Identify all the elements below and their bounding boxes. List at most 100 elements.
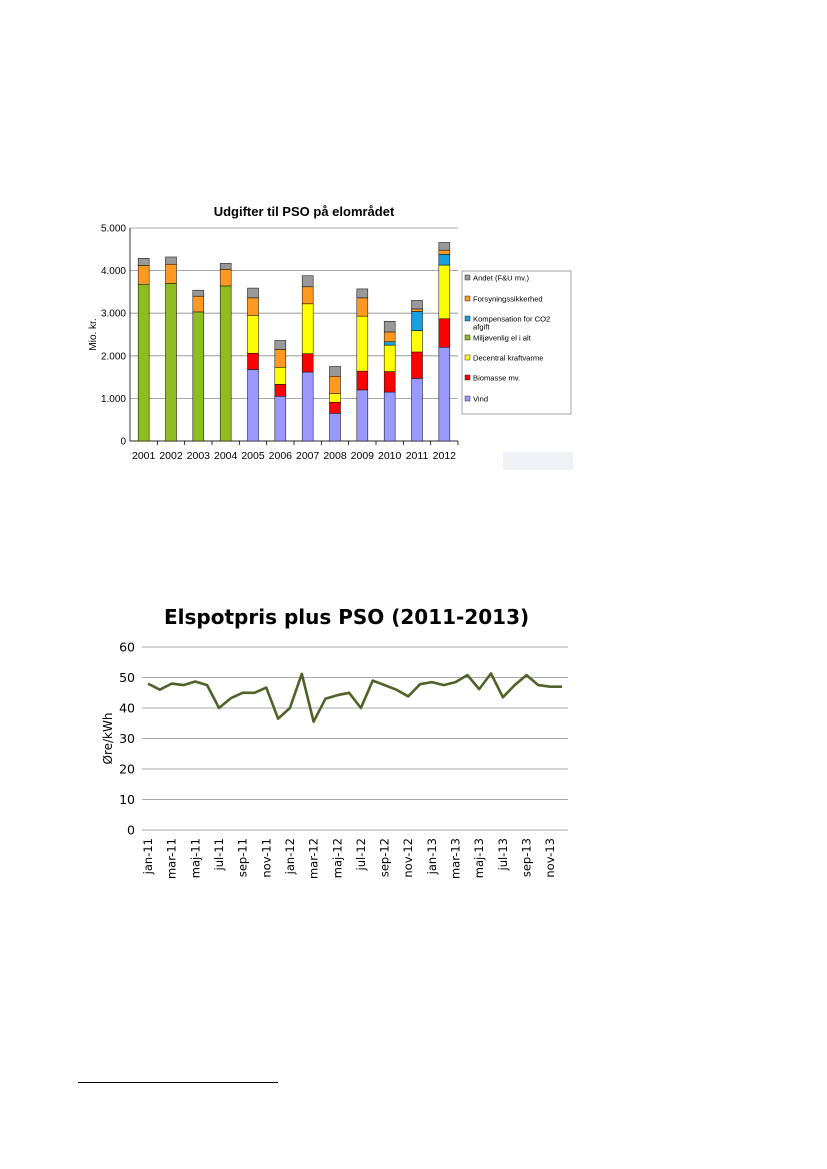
- x-tick-label: jul-13: [496, 838, 510, 871]
- bar-segment: [383, 344, 396, 372]
- bar-segment: [301, 371, 314, 442]
- y-tick-label: 60: [119, 640, 135, 655]
- y-tick-label: 40: [119, 701, 135, 716]
- bar-segment: [247, 352, 259, 370]
- x-tick-label: nov-13: [543, 838, 557, 878]
- bar-segment: [274, 396, 287, 442]
- bar-segment: [438, 264, 451, 319]
- bar-segment: [137, 257, 150, 266]
- chart-title: Elspotpris plus PSO (2011-2013): [164, 605, 529, 629]
- legend-label: Miljøvenlig el i alt: [473, 334, 532, 343]
- x-tick-label: 2003: [187, 450, 211, 462]
- legend-label: Kompensation for CO2: [473, 315, 550, 324]
- bar-segment: [383, 371, 396, 393]
- x-tick-label: maj-12: [330, 838, 344, 878]
- bar-segment: [411, 351, 423, 379]
- pso-expenditure-svg: Udgifter til PSO på elområdet 0 1.000 2.000…: [88, 204, 573, 470]
- bar-segment: [438, 249, 451, 255]
- bar-segment: [438, 254, 451, 266]
- bar-segment: [411, 311, 423, 331]
- bar-segment: [383, 331, 396, 342]
- legend-swatch: [464, 315, 471, 322]
- bar-segment: [356, 315, 369, 372]
- bar-segment: [247, 315, 259, 354]
- x-tick-label: mar-12: [307, 838, 321, 879]
- footnote-separator: [78, 1082, 278, 1083]
- bar-segment: [274, 384, 287, 397]
- bar-segment: [301, 275, 314, 288]
- pso-expenditure-chart: Udgifter til PSO på elområdet 0 1.000 2.000…: [80, 198, 580, 478]
- y-tick-label: 0: [120, 437, 126, 448]
- spot-price-svg: Elspotpris plus PSO (2011-2013) 0 10 20 30 40…: [101, 605, 568, 879]
- legend-swatch: [464, 274, 471, 281]
- bar-segment: [165, 256, 177, 265]
- bar-segment: [329, 375, 341, 394]
- legend-swatch: [464, 354, 471, 361]
- bar-segment: [383, 321, 396, 333]
- y-tick-label: 30: [119, 731, 135, 746]
- series-line: [147, 672, 562, 723]
- x-tick-label: 2005: [241, 450, 265, 462]
- bar-segment: [219, 269, 232, 287]
- x-tick-label: nov-12: [401, 838, 415, 878]
- x-tick-label: 2011: [406, 450, 429, 462]
- legend-swatch: [464, 295, 471, 302]
- bar-segment: [438, 347, 451, 442]
- bar-segment: [383, 391, 396, 442]
- bar-segment: [329, 366, 341, 377]
- x-tick-label: jan-12: [283, 838, 297, 875]
- legend-label: Andet (F&U mv.): [473, 274, 529, 283]
- x-tick-label: 2002: [159, 450, 183, 462]
- x-tick-label: mar-11: [165, 838, 179, 879]
- x-tick-label: maj-13: [472, 838, 486, 878]
- spot-price-chart: Elspotpris plus PSO (2011-2013) 0 10 20 30 40…: [100, 598, 580, 898]
- bar-segment: [438, 242, 451, 251]
- x-tick-label: jan-13: [425, 838, 439, 875]
- chart-title: Udgifter til PSO på elområdet: [214, 204, 395, 219]
- bar-segment: [274, 367, 287, 385]
- y-tick-label: 2.000: [101, 351, 126, 362]
- x-tick-label: 2009: [351, 450, 375, 462]
- bar-segment: [192, 311, 205, 442]
- x-tick-label: 2001: [132, 450, 156, 462]
- x-tick-label: jul-11: [212, 838, 226, 871]
- bar-segment: [438, 318, 451, 348]
- legend-label: Vind: [473, 395, 488, 404]
- logo-watermark: [503, 452, 573, 470]
- legend-label: afgift: [473, 323, 490, 332]
- x-tick-label: sep-13: [520, 838, 534, 877]
- legend-swatch: [464, 395, 471, 402]
- bar-segment: [329, 393, 341, 403]
- y-tick-label: 5.000: [101, 224, 126, 235]
- bar-segment: [274, 349, 287, 368]
- bar-segment: [411, 330, 423, 353]
- x-tick-label: mar-13: [449, 838, 463, 879]
- x-tick-label: 2010: [378, 450, 402, 462]
- x-tick-label: sep-11: [236, 838, 250, 877]
- x-tick-label: jan-11: [141, 838, 155, 875]
- bar-segment: [411, 378, 423, 442]
- y-tick-label: 10: [119, 792, 135, 807]
- bar-segment: [356, 389, 369, 442]
- bar-segment: [192, 289, 205, 297]
- bar-segment: [411, 308, 423, 312]
- bar-segment: [301, 353, 314, 373]
- legend-label: Decentral kraftvarme: [473, 354, 543, 363]
- y-tick-label: 4.000: [101, 266, 126, 277]
- bar-segment: [356, 288, 369, 299]
- bar-segment: [274, 340, 287, 350]
- x-tick-label: 2007: [296, 450, 320, 462]
- y-tick-label: 1.000: [101, 394, 126, 405]
- bar-segment: [301, 303, 314, 354]
- bar-segment: [137, 265, 150, 285]
- bar-segment: [329, 413, 341, 442]
- bar-segment: [247, 369, 259, 442]
- x-tick-label: 2008: [323, 450, 347, 462]
- bar-segment: [356, 370, 369, 391]
- bar-segment: [247, 297, 259, 316]
- legend-box: [461, 270, 572, 415]
- x-tick-label: 2004: [214, 450, 238, 462]
- bar-segment: [411, 300, 423, 310]
- bar-segment: [219, 285, 232, 442]
- x-tick-label: maj-11: [188, 838, 202, 878]
